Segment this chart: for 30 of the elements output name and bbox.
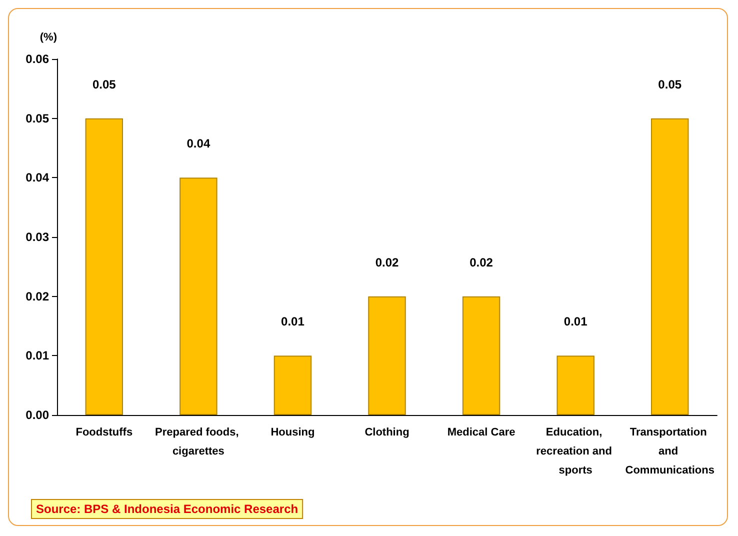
source-note: Source: BPS & Indonesia Economic Research — [36, 502, 298, 516]
y-axis-title: (%) — [40, 32, 58, 44]
bar — [556, 356, 594, 415]
x-tick-label: Foodstuffs — [76, 426, 133, 438]
bar — [274, 356, 312, 415]
bar — [368, 296, 406, 415]
bar — [85, 118, 123, 415]
y-tick-label: 0.03 — [26, 230, 50, 244]
data-label: 0.01 — [564, 314, 588, 329]
data-label: 0.05 — [658, 77, 682, 92]
data-label: 0.01 — [281, 314, 305, 329]
x-tick-label: Housing — [270, 426, 315, 438]
x-tick-label: Prepared foods, cigarettes — [155, 426, 242, 458]
data-label: 0.04 — [186, 136, 210, 151]
bar — [180, 178, 218, 415]
y-tick-label: 0.01 — [26, 348, 50, 363]
x-tick-label: Education, recreation and sports — [536, 426, 615, 476]
data-label: 0.02 — [375, 255, 399, 270]
y-tick-label: 0.05 — [26, 111, 50, 126]
data-label: 0.05 — [92, 77, 116, 92]
bar — [462, 296, 500, 415]
y-tick-label: 0.00 — [26, 408, 50, 422]
x-tick-label: Clothing — [364, 426, 410, 438]
y-tick-label: 0.06 — [26, 52, 50, 66]
x-tick-label: Medical Care — [447, 426, 516, 438]
bar — [651, 118, 689, 415]
y-tick-label: 0.04 — [26, 170, 50, 185]
data-label: 0.02 — [470, 255, 494, 270]
x-tick-label: Transportation and Communications — [625, 426, 714, 476]
y-tick-label: 0.02 — [26, 289, 50, 304]
